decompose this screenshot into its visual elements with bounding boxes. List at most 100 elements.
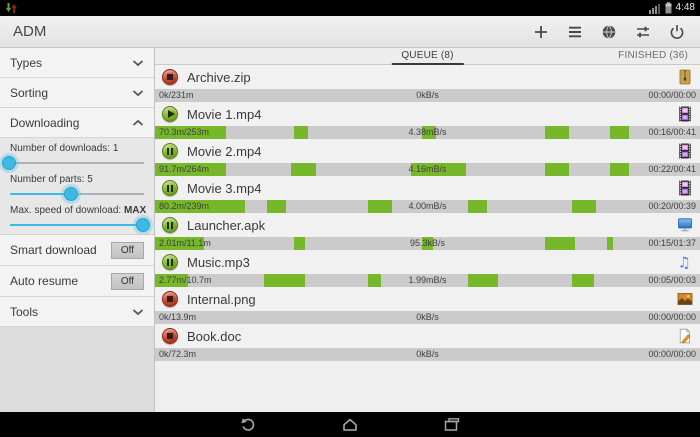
slider-thumb[interactable] bbox=[63, 187, 78, 201]
time-text: 00:20/00:39 bbox=[648, 201, 696, 211]
downloaded-size-text: 0k/231m bbox=[159, 90, 194, 100]
downloaded-size-text: 70.3m/253m bbox=[159, 127, 210, 137]
image-file-icon bbox=[677, 291, 693, 307]
slider-label: Number of parts: bbox=[10, 174, 85, 185]
pause-button[interactable] bbox=[162, 254, 178, 270]
back-icon[interactable] bbox=[238, 416, 258, 434]
progress-segment bbox=[264, 274, 305, 287]
progress-segment bbox=[571, 274, 594, 287]
speed-text: 4.00mB/s bbox=[408, 201, 447, 211]
list-empty-area bbox=[155, 361, 700, 412]
time-text: 00:00/00:00 bbox=[648, 349, 696, 359]
tab-bar: QUEUE (8) FINISHED (36) bbox=[155, 48, 700, 65]
adm-notification-icon bbox=[5, 2, 17, 14]
speed-text: 0kB/s bbox=[416, 90, 439, 100]
number-of-downloads-slider[interactable] bbox=[2, 154, 144, 172]
progress-bar: 80.2m/239m 4.00mB/s 00:20/00:39 bbox=[155, 200, 700, 213]
slider-thumb[interactable] bbox=[2, 156, 16, 170]
stop-button[interactable] bbox=[162, 328, 178, 344]
downloaded-size-text: 2.77m/10.7m bbox=[159, 275, 212, 285]
sidebar: Types Sorting Downloading Number of down… bbox=[0, 48, 155, 412]
progress-segment bbox=[468, 200, 488, 213]
download-row[interactable]: Music.mp3 2.77m/10.7m 1.99mB/s 00:05/00:… bbox=[155, 250, 700, 287]
number-of-downloads-setting: Number of downloads: 1 bbox=[0, 141, 154, 172]
action-bar: ADM bbox=[0, 16, 700, 48]
menu-icon[interactable] bbox=[565, 22, 585, 42]
download-filename: Music.mp3 bbox=[187, 254, 250, 270]
download-list: Archive.zip 0k/231m 0kB/s 00:00/00:00 Mo… bbox=[155, 65, 700, 361]
time-text: 00:05/00:03 bbox=[648, 275, 696, 285]
slider-thumb[interactable] bbox=[136, 218, 150, 232]
slider-value: 1 bbox=[112, 143, 119, 154]
power-icon[interactable] bbox=[667, 22, 687, 42]
tune-icon[interactable] bbox=[633, 22, 653, 42]
download-row[interactable]: Launcher.apk 2.01m/11.1m 95.3kB/s 00:15/… bbox=[155, 213, 700, 250]
max-speed-setting: Max. speed of download: MAX bbox=[0, 203, 154, 234]
number-of-parts-setting: Number of parts: 5 bbox=[0, 172, 154, 203]
sidebar-item-types[interactable]: Types bbox=[0, 48, 154, 78]
number-of-parts-slider[interactable] bbox=[10, 185, 144, 203]
downloaded-size-text: 0k/72.3m bbox=[159, 349, 197, 359]
downloaded-size-text: 0k/13.9m bbox=[159, 312, 197, 322]
download-row[interactable]: Book.doc 0k/72.3m 0kB/s 00:00/00:00 bbox=[155, 324, 700, 361]
progress-segment bbox=[422, 237, 433, 250]
download-filename: Movie 2.mp4 bbox=[187, 143, 262, 159]
home-icon[interactable] bbox=[340, 416, 360, 434]
pause-button[interactable] bbox=[162, 217, 178, 233]
progress-segment bbox=[155, 274, 188, 287]
sidebar-item-sorting[interactable]: Sorting bbox=[0, 78, 154, 108]
stop-button[interactable] bbox=[162, 291, 178, 307]
downloaded-size-text: 80.2m/239m bbox=[159, 201, 210, 211]
download-filename: Book.doc bbox=[187, 328, 242, 344]
progress-bar: 2.77m/10.7m 1.99mB/s 00:05/00:03 bbox=[155, 274, 700, 287]
play-button[interactable] bbox=[162, 106, 178, 122]
pause-button[interactable] bbox=[162, 143, 178, 159]
download-row[interactable]: Movie 2.mp4 91.7m/264m 4.16mB/s 00:22/00… bbox=[155, 139, 700, 176]
speed-text: 1.99mB/s bbox=[408, 275, 447, 285]
tab-queue[interactable]: QUEUE (8) bbox=[391, 48, 464, 65]
sidebar-item-downloading[interactable]: Downloading bbox=[0, 108, 154, 138]
speed-text: 95.3kB/s bbox=[409, 238, 446, 248]
stop-icon bbox=[163, 292, 177, 306]
battery-icon bbox=[665, 2, 672, 14]
download-row[interactable]: Internal.png 0k/13.9m 0kB/s 00:00/00:00 bbox=[155, 287, 700, 324]
max-speed-slider[interactable] bbox=[10, 216, 150, 234]
pause-button[interactable] bbox=[162, 180, 178, 196]
progress-segment bbox=[155, 200, 245, 213]
audio-file-icon bbox=[677, 254, 693, 270]
pause-icon bbox=[163, 218, 177, 232]
progress-segment bbox=[610, 163, 630, 176]
progress-bar: 0k/231m 0kB/s 00:00/00:00 bbox=[155, 89, 700, 102]
progress-segment bbox=[155, 126, 226, 139]
progress-segment bbox=[571, 200, 597, 213]
signal-icon bbox=[648, 3, 661, 14]
pause-icon bbox=[163, 255, 177, 269]
download-row[interactable]: Movie 3.mp4 80.2m/239m 4.00mB/s 00:20/00… bbox=[155, 176, 700, 213]
progress-segment bbox=[293, 126, 308, 139]
progress-segment bbox=[544, 163, 570, 176]
sidebar-item-tools[interactable]: Tools bbox=[0, 297, 154, 327]
progress-bar: 70.3m/253m 4.38mB/s 00:16/00:41 bbox=[155, 126, 700, 139]
plus-icon[interactable] bbox=[531, 22, 551, 42]
slider-value: 5 bbox=[87, 174, 93, 185]
smart-download-toggle[interactable]: Off bbox=[110, 241, 144, 259]
slider-label: Max. speed of download: bbox=[10, 205, 122, 216]
time-text: 00:00/00:00 bbox=[648, 90, 696, 100]
status-bar: 4:48 bbox=[0, 0, 700, 16]
time-text: 00:22/00:41 bbox=[648, 164, 696, 174]
progress-segment bbox=[155, 163, 226, 176]
download-filename: Internal.png bbox=[187, 291, 256, 307]
progress-segment bbox=[367, 200, 393, 213]
recents-icon[interactable] bbox=[442, 416, 462, 434]
clock: 4:48 bbox=[675, 2, 695, 13]
auto-resume-toggle[interactable]: Off bbox=[110, 272, 144, 290]
globe-icon[interactable] bbox=[599, 22, 619, 42]
doc-file-icon bbox=[677, 328, 693, 344]
stop-button[interactable] bbox=[162, 69, 178, 85]
tab-finished[interactable]: FINISHED (36) bbox=[618, 50, 688, 61]
download-row[interactable]: Movie 1.mp4 70.3m/253m 4.38mB/s 00:16/00… bbox=[155, 102, 700, 139]
download-row[interactable]: Archive.zip 0k/231m 0kB/s 00:00/00:00 bbox=[155, 65, 700, 102]
video-file-icon bbox=[677, 106, 693, 122]
pause-icon bbox=[163, 181, 177, 195]
speed-text: 0kB/s bbox=[416, 312, 439, 322]
